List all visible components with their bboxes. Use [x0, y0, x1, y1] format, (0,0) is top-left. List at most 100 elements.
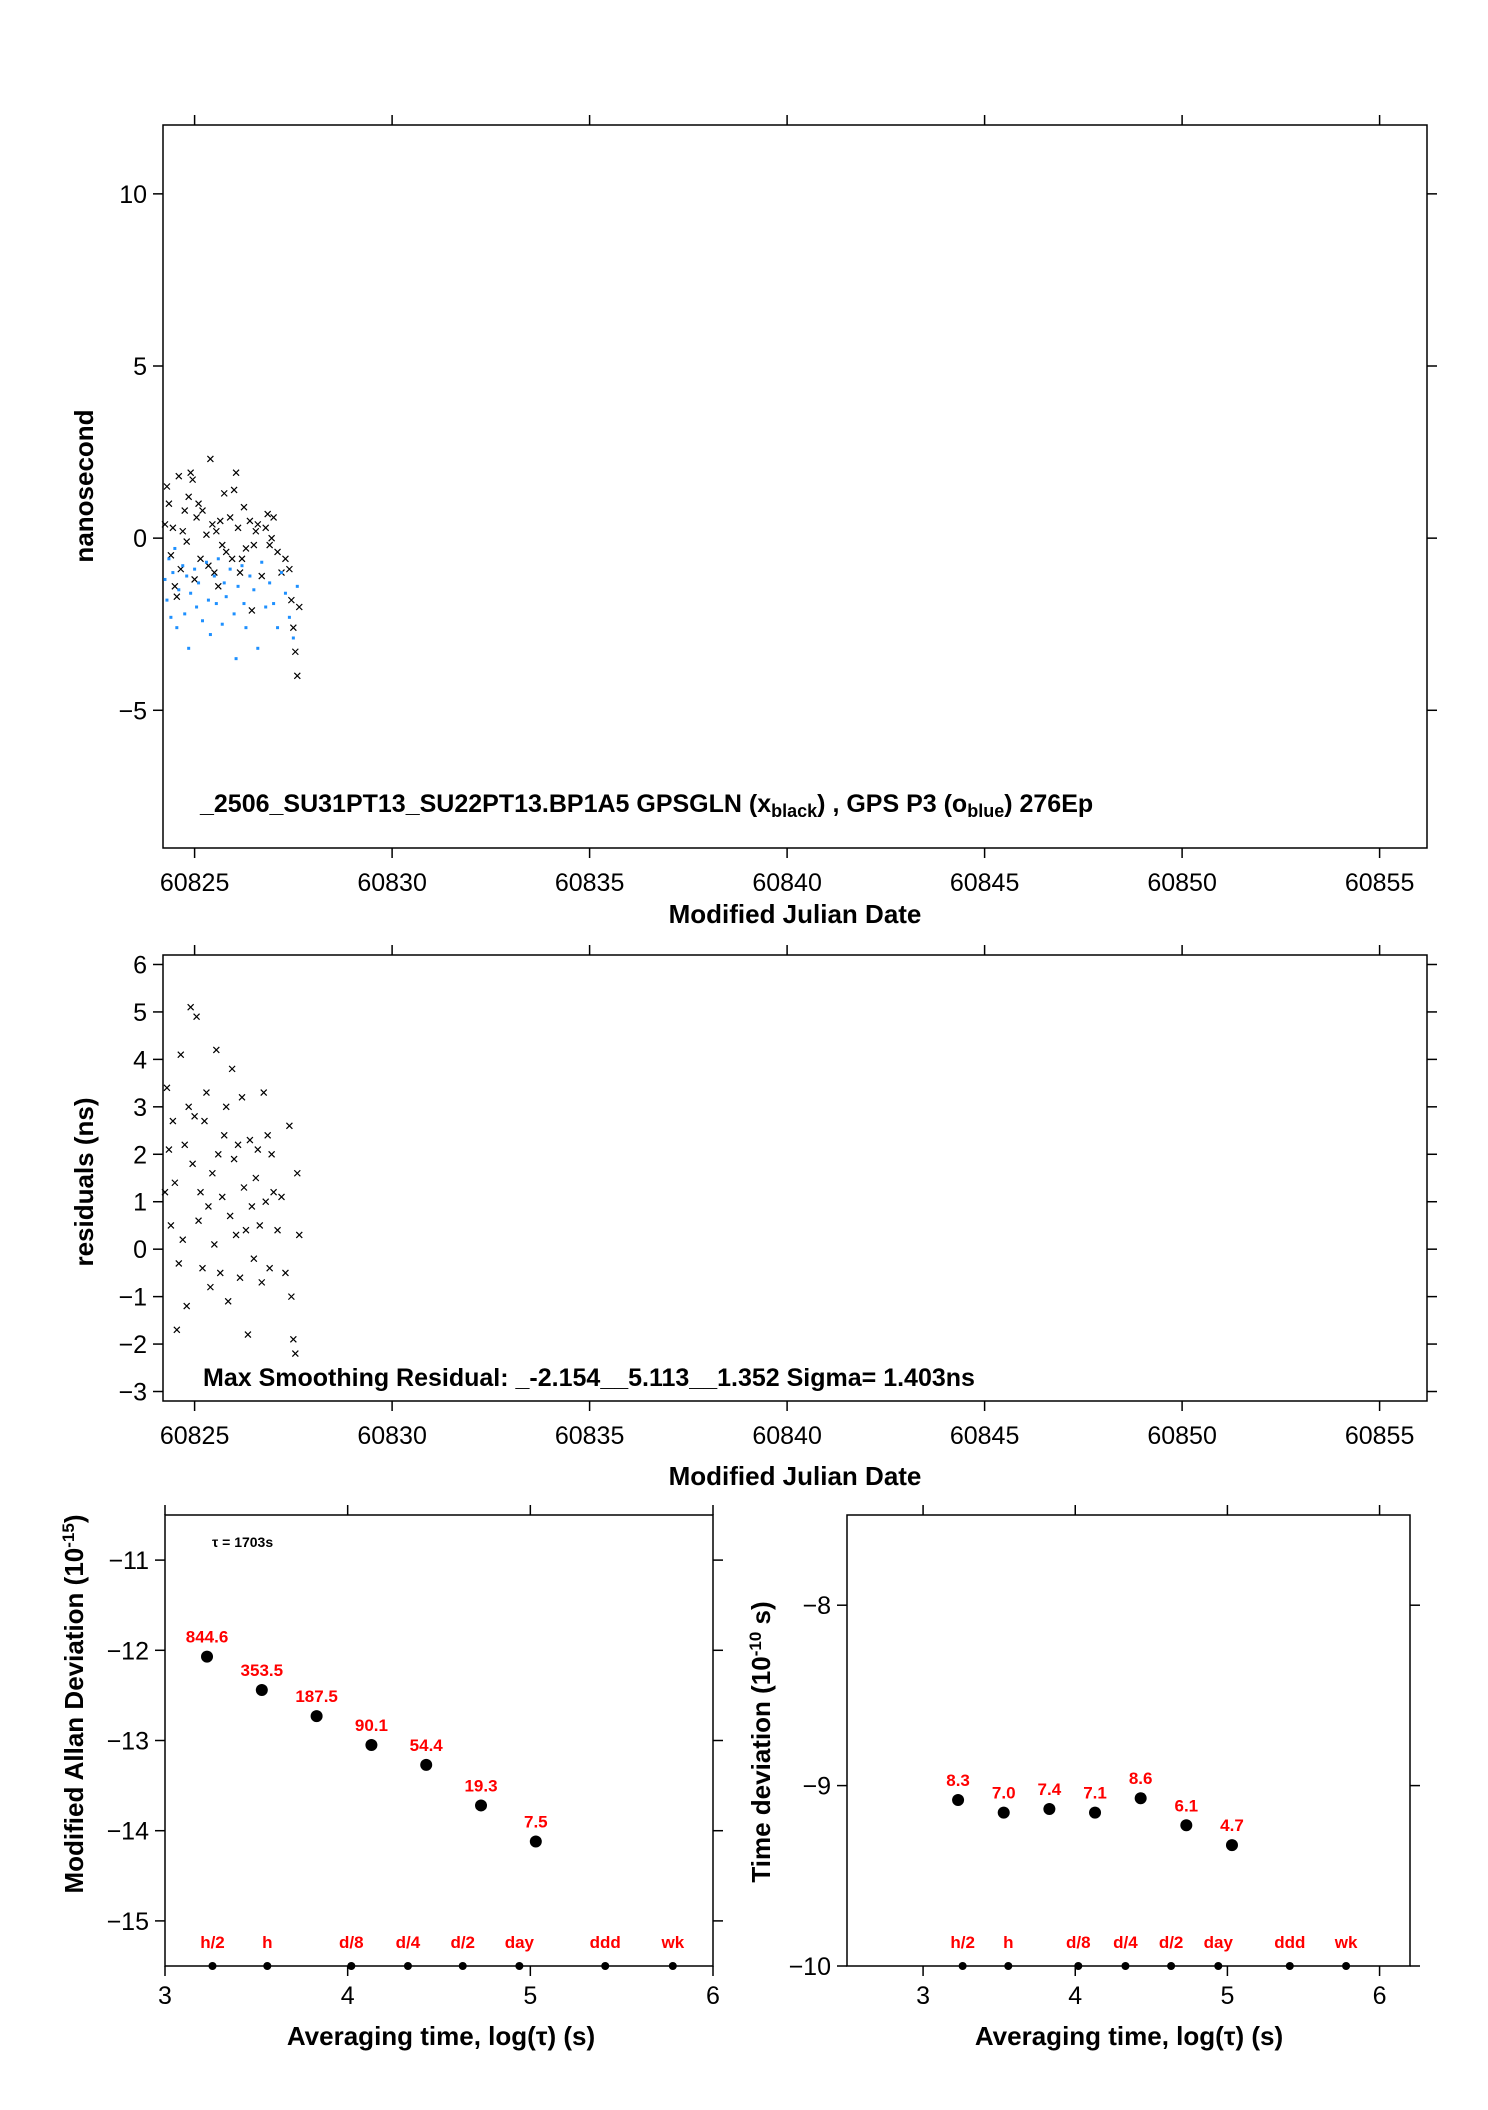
annotation-sub-black: black [771, 801, 818, 821]
gpsp3-point [295, 584, 299, 588]
mdev-tau-marker-label: ddd [590, 1933, 621, 1952]
gpsgln-point [238, 555, 246, 563]
mdev-ylabel-sup: -15 [59, 1523, 78, 1548]
tdev-xlabel: Averaging time, log(τ) (s) [975, 2021, 1283, 2051]
timeseries-xtick-label: 60855 [1345, 869, 1415, 897]
gpsgln-point [274, 548, 281, 556]
gpsp3-point [183, 612, 187, 616]
gpsgln-point [191, 576, 199, 583]
mdev-point-label: 844.6 [186, 1628, 229, 1647]
gpsgln-point [254, 520, 262, 528]
gpsp3-point [189, 591, 193, 595]
mdev-xtick-label: 6 [706, 1982, 720, 2010]
tdev-point [1089, 1806, 1102, 1819]
gpsgln-point [222, 548, 230, 556]
residual-point [201, 1117, 208, 1125]
tdev-tau-marker [1285, 1962, 1294, 1970]
gpsgln-point [169, 524, 177, 532]
gpsp3-point [169, 615, 173, 619]
residual-point [262, 1198, 270, 1206]
residual-point [222, 1103, 230, 1111]
annotation-mid: ) , GPS P3 (o [817, 790, 967, 818]
timeseries-xtick-label: 60850 [1147, 869, 1217, 897]
gpsgln-point [171, 582, 179, 590]
gpsgln-point [197, 555, 204, 563]
residuals-xtick-label: 60845 [950, 1422, 1020, 1450]
tdev-tau-marker [1214, 1962, 1223, 1970]
residual-point [161, 1188, 169, 1196]
residual-point [189, 1160, 197, 1168]
tdev-ylabel-post: s) [746, 1601, 776, 1631]
mdev-tau-marker [515, 1962, 524, 1970]
mdev-tau-marker [347, 1962, 356, 1970]
gpsgln-point [173, 593, 181, 601]
residual-point [199, 1264, 206, 1272]
gpsgln-point [212, 527, 220, 535]
gpsgln-point [234, 524, 242, 532]
gpsp3-point [175, 626, 179, 630]
timeseries-xtick-label: 60825 [160, 869, 230, 897]
mdev-ytick-label: −14 [107, 1818, 150, 1846]
tdev-xlabel-post: ) (s) [1235, 2021, 1283, 2051]
gpsgln-point [216, 517, 224, 525]
residual-point [264, 1131, 272, 1139]
mdev-xlabel: Averaging time, log(τ) (s) [287, 2021, 595, 2051]
gpsgln-point [165, 500, 173, 508]
residual-point [208, 1169, 216, 1177]
gpsgln-point [220, 489, 228, 497]
gpsp3-point [173, 546, 177, 550]
tdev-point [1134, 1792, 1147, 1805]
mdev-point [365, 1739, 378, 1752]
residuals-ytick-label: −2 [118, 1331, 147, 1359]
residual-point [216, 1269, 224, 1277]
gpsgln-point [262, 524, 270, 532]
residuals-ytick-label: 6 [133, 951, 147, 979]
gpsp3-point [214, 602, 218, 606]
gpsp3-point [291, 636, 295, 640]
gpsp3-point [193, 567, 197, 571]
gpsgln-point [295, 603, 303, 611]
mdev-plot-area: 3 4 5 6 −15 −14 −13 −12 −11 844.6 353.5 187.5 90.1 54… [107, 1505, 723, 2010]
gpsgln-point [193, 514, 200, 521]
residual-point [270, 1188, 278, 1196]
gpsp3-point [206, 598, 210, 602]
mdev-ytick-label: −11 [108, 1547, 149, 1575]
mdev-point-label: 90.1 [355, 1716, 388, 1735]
mdev-point [529, 1835, 542, 1848]
residual-point [167, 1222, 175, 1229]
gpsgln-point [287, 596, 295, 604]
tdev-tau-marker [1121, 1962, 1130, 1970]
gpsp3-point [240, 564, 244, 568]
residual-point [232, 1231, 240, 1239]
gpsp3-point [204, 560, 208, 564]
gpsgln-point [242, 545, 250, 552]
gpsgln-point [270, 514, 278, 521]
gpsp3-point [236, 584, 240, 588]
mdev-point [201, 1650, 214, 1663]
residuals-ytick-label: −1 [118, 1284, 147, 1312]
gpsp3-point [187, 646, 191, 650]
tdev-point [1043, 1803, 1056, 1816]
mdev-point [310, 1710, 323, 1723]
gpsgln-point [226, 514, 234, 521]
tdev-ylabel: Time deviation (10-10 s) [746, 1601, 777, 1882]
tdev-tau-marker-label: d/2 [1159, 1933, 1184, 1952]
tdev-point-label: 8.6 [1129, 1769, 1153, 1788]
gpsgln-point [291, 648, 299, 656]
residual-point [224, 1297, 232, 1305]
gpsgln-point [230, 486, 238, 494]
gpsgln-point [187, 469, 195, 477]
timeseries-xtick-label: 60840 [752, 869, 822, 897]
residual-point [165, 1146, 173, 1153]
mdev-tau-marker-label: d/4 [396, 1933, 421, 1952]
mdev-point-label: 7.5 [524, 1813, 548, 1832]
residuals-xtick-label: 60835 [555, 1422, 625, 1450]
mdev-xlabel-post: ) (s) [547, 2021, 595, 2051]
residual-point [289, 1335, 297, 1343]
gpsp3-point [165, 598, 169, 602]
timeseries-frame [162, 124, 1428, 849]
gpsp3-point [201, 619, 204, 623]
residuals-xtick-label: 60855 [1345, 1422, 1415, 1450]
gpsp3-point [224, 595, 228, 599]
